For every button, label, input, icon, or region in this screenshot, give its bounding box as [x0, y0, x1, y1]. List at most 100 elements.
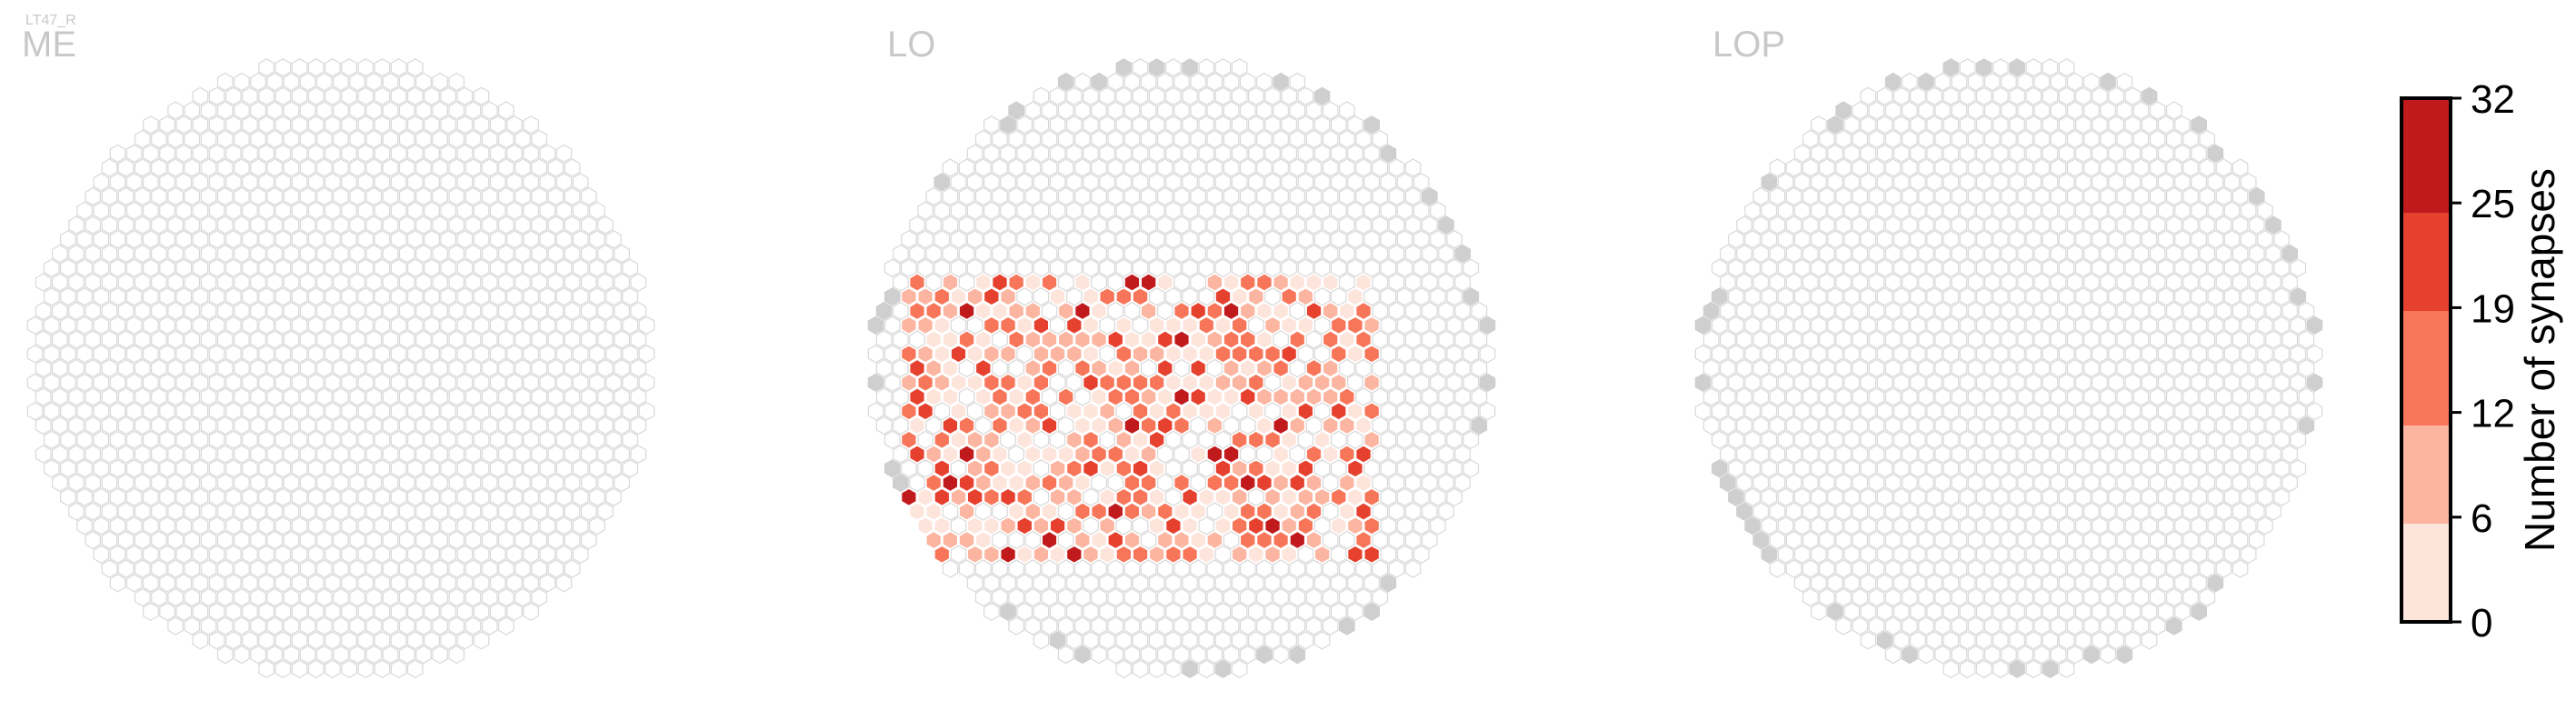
hex-cell [974, 387, 992, 406]
hex-cell [934, 230, 951, 249]
hex-cell [1777, 345, 1794, 364]
hex-cell [1785, 273, 1802, 292]
hex-cell [1248, 402, 1264, 421]
hex-cell [2124, 459, 2142, 478]
hex-cell [1115, 287, 1133, 306]
hex-cell [2058, 545, 2075, 564]
hex-cell [76, 516, 93, 536]
hex-cell [1967, 416, 1984, 436]
hex-cell [555, 345, 573, 364]
hex-cell [1827, 402, 1843, 421]
hex-cell [1248, 631, 1264, 650]
hex-cell [901, 487, 917, 506]
hex-cell [901, 373, 917, 392]
hex-cell [1297, 345, 1314, 364]
hex-cell [2001, 530, 2017, 550]
hex-cell [159, 201, 175, 220]
hex-cell [983, 144, 1000, 163]
hex-cell [1785, 158, 1802, 177]
hex-cell [1148, 631, 1165, 650]
hex-cell [1165, 115, 1182, 135]
hex-cell [1744, 315, 1761, 335]
hex-cell [884, 459, 901, 478]
hex-cell [192, 86, 209, 105]
hex-cell [1347, 545, 1363, 564]
hex-cell [2157, 487, 2174, 506]
hex-cell [1289, 445, 1306, 464]
hex-cell [266, 530, 284, 550]
hex-cell [225, 459, 242, 478]
hex-cell [1182, 574, 1198, 593]
hex-cell [2141, 258, 2158, 277]
hex-cell [407, 315, 424, 335]
hex-cell [365, 215, 383, 235]
hex-cell [382, 186, 399, 206]
hex-cell [151, 502, 167, 521]
hex-cell [1198, 201, 1215, 220]
hex-cell [983, 459, 1000, 478]
hex-cell [1281, 459, 1297, 478]
hex-cell [1008, 358, 1024, 378]
hex-cell [398, 559, 415, 578]
hex-cell [456, 545, 474, 564]
hex-cell [1024, 244, 1042, 264]
hex-cell [456, 574, 474, 593]
hex-cell [1942, 631, 1960, 650]
hex-cell [1008, 387, 1024, 406]
hex-cell [597, 215, 614, 235]
hex-cell [1902, 72, 1918, 92]
hex-cell [1860, 115, 1877, 135]
hex-cell [2232, 416, 2249, 436]
hex-cell [324, 58, 341, 77]
hex-cell [983, 373, 1000, 392]
hex-cell [1827, 173, 1843, 192]
hex-cell [1785, 330, 1802, 349]
hex-cell [1157, 416, 1173, 436]
hex-cell [974, 330, 992, 349]
hex-cell [1057, 559, 1074, 578]
hex-cell [307, 115, 324, 135]
hex-cell [2132, 244, 2150, 264]
hex-cell [1173, 358, 1190, 378]
hex-cell [382, 445, 399, 464]
hex-cell [382, 101, 399, 120]
hex-cell [307, 545, 324, 564]
hex-cell [234, 158, 250, 177]
hex-cell [966, 144, 983, 163]
hex-cell [200, 473, 217, 493]
hex-cell [2240, 345, 2257, 364]
hex-cell [1761, 430, 1778, 449]
hex-cell [555, 430, 573, 449]
hex-cell [1016, 345, 1033, 364]
hex-cell [2075, 173, 2092, 192]
hex-cell [1140, 215, 1157, 235]
hex-cell [1942, 545, 1960, 564]
hex-cell [531, 387, 548, 406]
hex-cell [316, 215, 333, 235]
hex-cell [1330, 345, 1347, 364]
hex-cell [26, 345, 44, 364]
hex-cell [424, 173, 440, 192]
hex-cell [983, 487, 1000, 506]
hex-cell [184, 215, 201, 235]
hex-cell [192, 430, 209, 449]
hex-cell [597, 473, 614, 493]
hex-cell [2132, 273, 2150, 292]
hex-cell [307, 373, 324, 392]
hex-cell [1902, 215, 1918, 235]
hex-cell [1852, 301, 1869, 321]
hex-cell [983, 173, 1000, 192]
hex-cell [1926, 86, 1942, 105]
hex-cell [1339, 445, 1355, 464]
hex-cell [2124, 402, 2142, 421]
hex-cell [1388, 530, 1405, 550]
hex-cell [134, 215, 151, 235]
hex-cell [109, 574, 126, 593]
hex-cell [299, 387, 316, 406]
hex-cell [1918, 616, 1934, 636]
hex-cell [175, 602, 193, 621]
hex-cell [1860, 402, 1877, 421]
hex-cell [555, 315, 573, 335]
hex-cell [966, 201, 983, 220]
hex-cell [1785, 502, 1802, 521]
